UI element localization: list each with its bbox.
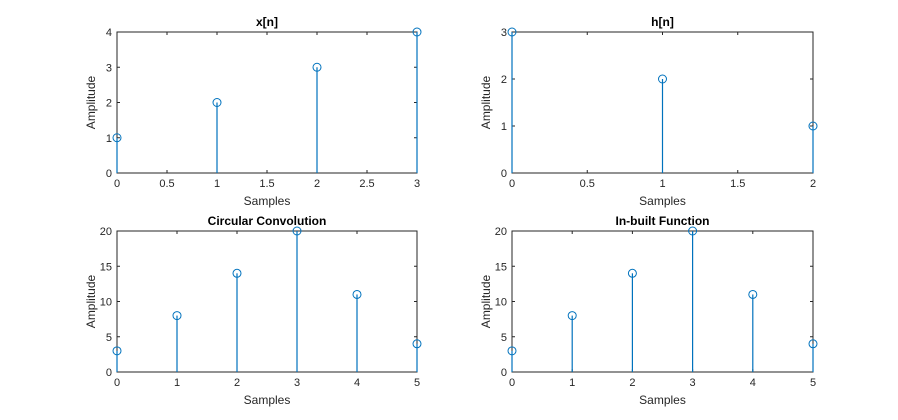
stem-marker <box>112 133 122 143</box>
stem-marker <box>412 27 422 37</box>
x-tick-label: 0 <box>509 178 515 190</box>
x-tick-label: 1 <box>569 377 575 389</box>
x-axis-label: Samples <box>244 194 291 208</box>
x-tick-label: 5 <box>810 377 816 389</box>
axes-box <box>116 31 418 174</box>
y-axis-label: Amplitude <box>84 76 98 130</box>
y-tick-label: 5 <box>501 332 507 344</box>
stem-marker <box>232 268 242 278</box>
stem-marker <box>808 339 818 349</box>
x-axis-label: Samples <box>639 393 686 407</box>
x-tick-label: 4 <box>750 377 756 389</box>
x-tick-label: 0 <box>114 178 120 190</box>
y-tick-label: 0 <box>501 168 507 180</box>
y-tick-label: 3 <box>106 62 112 74</box>
x-tick-label: 4 <box>354 377 360 389</box>
stem-marker <box>507 346 517 356</box>
x-tick-label: 1.5 <box>259 178 274 190</box>
x-tick-label: 5 <box>414 377 420 389</box>
stem-marker <box>748 289 758 299</box>
stem-marker <box>172 311 182 321</box>
x-tick-label: 3 <box>294 377 300 389</box>
stem-marker <box>292 226 302 236</box>
y-tick-label: 10 <box>495 297 507 309</box>
subplot-title: h[n] <box>651 15 674 29</box>
stem-marker <box>567 311 577 321</box>
stem-marker <box>212 98 222 107</box>
x-tick-label: 2 <box>810 178 816 190</box>
y-tick-label: 10 <box>100 297 112 309</box>
y-tick-label: 15 <box>495 261 507 273</box>
x-tick-label: 3 <box>690 377 696 389</box>
x-tick-label: 2 <box>234 377 240 389</box>
x-tick-label: 1 <box>659 178 665 190</box>
subplot-circular-convolution: 0 1 2 3 4 5 0 5 10 15 20 Circular Convolution Sample… <box>84 214 422 407</box>
x-axis-label: Samples <box>244 393 291 407</box>
stem-marker <box>808 121 818 131</box>
stem-marker <box>507 27 517 37</box>
x-tick-label: 1 <box>174 377 180 389</box>
x-tick-label: 0 <box>114 377 120 389</box>
y-axis-label: Amplitude <box>479 76 493 130</box>
y-tick-label: 1 <box>501 121 507 133</box>
x-tick-label: 2.5 <box>359 178 374 190</box>
x-tick-label: 3 <box>414 178 420 190</box>
subplot-hn: 0 0.5 1 1.5 2 0 1 2 3 h[n] Samples Amplitude <box>479 15 818 208</box>
x-tick-label: 2 <box>629 377 635 389</box>
y-axis-label: Amplitude <box>84 275 98 329</box>
y-tick-label: 3 <box>501 27 507 39</box>
y-tick-label: 0 <box>106 168 112 180</box>
axes-box <box>116 230 418 373</box>
subplot-title: x[n] <box>256 15 278 29</box>
x-tick-label: 0 <box>509 377 515 389</box>
stem-marker <box>627 268 637 278</box>
subplot-title: In-built Function <box>616 214 710 228</box>
y-tick-label: 4 <box>106 27 112 39</box>
x-axis-label: Samples <box>639 194 686 208</box>
stem-marker <box>412 339 422 349</box>
subplot-xn: 0 0.5 1 1.5 2 2.5 3 0 1 2 3 4 x[n] Samples Amplitude <box>84 15 422 208</box>
y-tick-label: 1 <box>106 133 112 145</box>
y-tick-label: 0 <box>106 367 112 379</box>
x-tick-label: 1.5 <box>730 178 745 190</box>
subplot-title: Circular Convolution <box>208 214 327 228</box>
y-tick-label: 0 <box>501 367 507 379</box>
y-tick-label: 2 <box>106 98 112 110</box>
y-tick-label: 20 <box>495 226 507 238</box>
x-tick-label: 0.5 <box>580 178 595 190</box>
stem-marker <box>352 289 362 299</box>
y-axis-label: Amplitude <box>479 275 493 329</box>
y-tick-label: 5 <box>106 332 112 344</box>
stem-marker <box>112 346 122 356</box>
y-tick-label: 2 <box>501 74 507 86</box>
stem-marker <box>688 226 698 236</box>
y-tick-label: 20 <box>100 226 112 238</box>
y-tick-label: 15 <box>100 261 112 273</box>
subplot-inbuilt-function: 0 1 2 3 4 5 0 5 10 15 20 In-built Function Samples Am… <box>479 214 818 407</box>
stem-marker <box>312 62 322 72</box>
x-tick-label: 2 <box>314 178 320 190</box>
x-tick-label: 1 <box>214 178 220 190</box>
stem-marker <box>658 74 667 84</box>
x-tick-label: 0.5 <box>159 178 174 190</box>
axes-box <box>511 230 814 373</box>
